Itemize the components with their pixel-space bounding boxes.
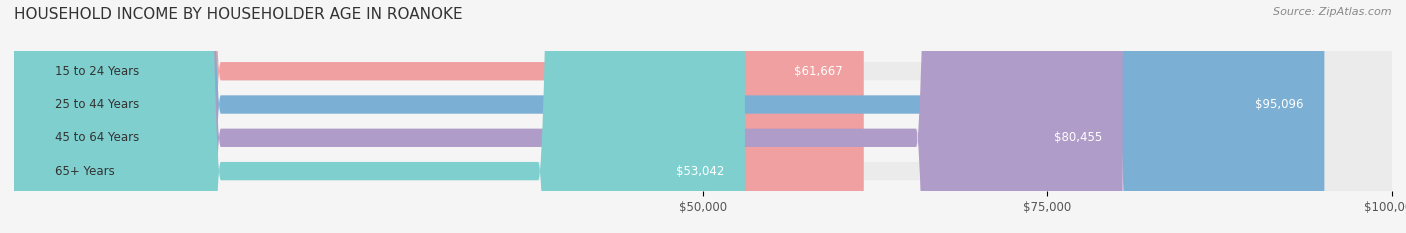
Text: 65+ Years: 65+ Years bbox=[55, 164, 115, 178]
Text: $95,096: $95,096 bbox=[1256, 98, 1303, 111]
FancyBboxPatch shape bbox=[14, 0, 1122, 233]
Text: $53,042: $53,042 bbox=[676, 164, 724, 178]
FancyBboxPatch shape bbox=[14, 0, 1392, 233]
Text: HOUSEHOLD INCOME BY HOUSEHOLDER AGE IN ROANOKE: HOUSEHOLD INCOME BY HOUSEHOLDER AGE IN R… bbox=[14, 7, 463, 22]
FancyBboxPatch shape bbox=[14, 0, 1392, 233]
Text: 15 to 24 Years: 15 to 24 Years bbox=[55, 65, 139, 78]
Text: $80,455: $80,455 bbox=[1053, 131, 1102, 144]
Text: $61,667: $61,667 bbox=[794, 65, 844, 78]
Text: 25 to 44 Years: 25 to 44 Years bbox=[55, 98, 139, 111]
FancyBboxPatch shape bbox=[14, 0, 1392, 233]
Text: Source: ZipAtlas.com: Source: ZipAtlas.com bbox=[1274, 7, 1392, 17]
FancyBboxPatch shape bbox=[14, 0, 1324, 233]
Text: 45 to 64 Years: 45 to 64 Years bbox=[55, 131, 139, 144]
FancyBboxPatch shape bbox=[14, 0, 745, 233]
FancyBboxPatch shape bbox=[14, 0, 863, 233]
FancyBboxPatch shape bbox=[14, 0, 1392, 233]
